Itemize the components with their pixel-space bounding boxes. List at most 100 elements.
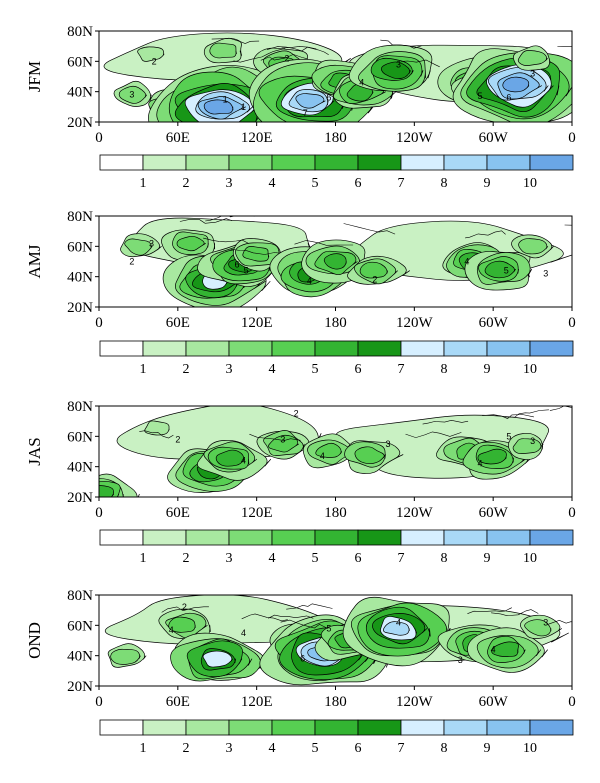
colorbar-segment: [314, 154, 359, 171]
coastline-segment: [465, 230, 506, 239]
contour-region: [168, 616, 196, 633]
season-label: JAS: [25, 437, 44, 465]
colorbar-segment: [529, 529, 574, 546]
contour-region: [517, 50, 548, 66]
contour-label: 3: [396, 59, 401, 69]
x-tick-label: 180: [324, 130, 347, 146]
x-tick-label: 120E: [241, 505, 273, 521]
field-layer: 2 2 4 3 4 3 4 5 3: [99, 406, 572, 497]
colorbar-segment: [443, 719, 488, 736]
colorbar-tick-label: 1: [140, 176, 147, 191]
contour-label: 6: [234, 260, 239, 270]
coastline-segment: [549, 406, 572, 411]
coastline-segment: [203, 237, 249, 244]
colorbar-tick-label: 8: [441, 362, 448, 377]
colorbar-segment: [529, 340, 574, 357]
contour-region: [484, 260, 516, 279]
x-tick-label: 60E: [166, 505, 190, 521]
x-tick-label: 60W: [479, 694, 509, 710]
contour-region: [209, 42, 237, 59]
colorbar-segment: [185, 154, 230, 171]
colorbar-segment: [400, 154, 445, 171]
colorbar-segment: [400, 529, 445, 546]
x-tick-label: 120W: [396, 505, 434, 521]
colorbar-segment: [443, 340, 488, 357]
y-tick-label: 80N: [67, 399, 93, 415]
y-tick-label: 40N: [67, 85, 93, 101]
contour-region: [215, 449, 245, 467]
contour-region: [176, 235, 206, 252]
colorbar-segment: [529, 719, 574, 736]
contour-region: [118, 85, 148, 104]
colorbar-segment: [228, 154, 273, 171]
contour-region: [502, 76, 530, 93]
x-tick-label: 180: [324, 694, 347, 710]
colorbar-segment: [271, 719, 316, 736]
contour-label: 5: [244, 266, 249, 276]
colorbar-tick-label: 2: [183, 551, 190, 566]
contour-label: 4: [359, 78, 364, 88]
coastline-segment: [557, 46, 572, 47]
contour-label: 4: [241, 456, 246, 466]
colorbar-segment: [99, 529, 144, 546]
colorbar-segment: [142, 340, 187, 357]
contour-label: 2: [152, 56, 157, 66]
contour-region: [512, 438, 543, 454]
contour-label: 3: [386, 439, 391, 449]
colorbar-tick-label: 4: [269, 362, 276, 377]
contour-label: 1: [223, 94, 228, 104]
colorbar-tick-label: 3: [226, 176, 233, 191]
colorbar: 1 2 3 4 5 6 7 8 9 10: [99, 529, 574, 566]
contour-region: [491, 641, 519, 657]
contour-region: [315, 442, 343, 458]
colorbar-tick-label: 7: [398, 362, 405, 377]
x-tick-label: 60E: [166, 315, 190, 331]
colorbar-segment: [142, 719, 187, 736]
colorbar-segment: [271, 529, 316, 546]
coastline-segment: [139, 430, 174, 439]
coastline-segment: [281, 46, 329, 56]
coastline-segment: [294, 240, 354, 246]
colorbar-segment: [400, 340, 445, 357]
colorbar-tick-label: 4: [269, 551, 276, 566]
coastline-segment: [571, 417, 572, 418]
contour-region: [137, 46, 165, 62]
y-tick-label: 80N: [67, 588, 93, 604]
colorbar-segment: [357, 340, 402, 357]
colorbar-segment: [99, 340, 144, 357]
x-tick-label: 120E: [241, 130, 273, 146]
contour-label: 4: [396, 617, 401, 627]
contour-region: [518, 238, 549, 255]
colorbar-tick-label: 3: [226, 741, 233, 756]
colorbar-tick-label: 8: [441, 551, 448, 566]
colorbar-segment: [185, 719, 230, 736]
contour-region: [477, 448, 507, 465]
colorbar-tick-label: 10: [523, 551, 537, 566]
contour-region: [295, 93, 326, 109]
coastline-segment: [504, 409, 549, 418]
colorbar-tick-label: 6: [355, 741, 362, 756]
contour-label: 5: [478, 91, 483, 101]
colorbar-tick-label: 5: [312, 362, 319, 377]
colorbar-tick-label: 3: [226, 362, 233, 377]
x-tick-label: 60W: [479, 315, 509, 331]
contour-label: 5: [504, 266, 509, 276]
x-tick-label: 0: [568, 505, 576, 521]
colorbar-tick-label: 3: [226, 551, 233, 566]
contour-label: 2: [182, 602, 187, 612]
colorbar-segment: [400, 719, 445, 736]
colorbar-tick-label: 5: [312, 551, 319, 566]
colorbar-tick-label: 9: [484, 741, 491, 756]
colorbar-tick-label: 7: [398, 741, 405, 756]
colorbar-tick-label: 2: [183, 176, 190, 191]
colorbar-tick-label: 5: [312, 741, 319, 756]
season-label: JFM: [25, 61, 44, 92]
coastline-segment: [343, 223, 396, 235]
colorbar-segment: [99, 719, 144, 736]
x-tick-label: 120E: [241, 694, 273, 710]
y-tick-label: 20N: [67, 679, 93, 695]
colorbar-tick-label: 9: [484, 176, 491, 191]
colorbar-tick-label: 6: [355, 176, 362, 191]
colorbar-segment: [443, 154, 488, 171]
colorbar-tick-label: 6: [355, 362, 362, 377]
